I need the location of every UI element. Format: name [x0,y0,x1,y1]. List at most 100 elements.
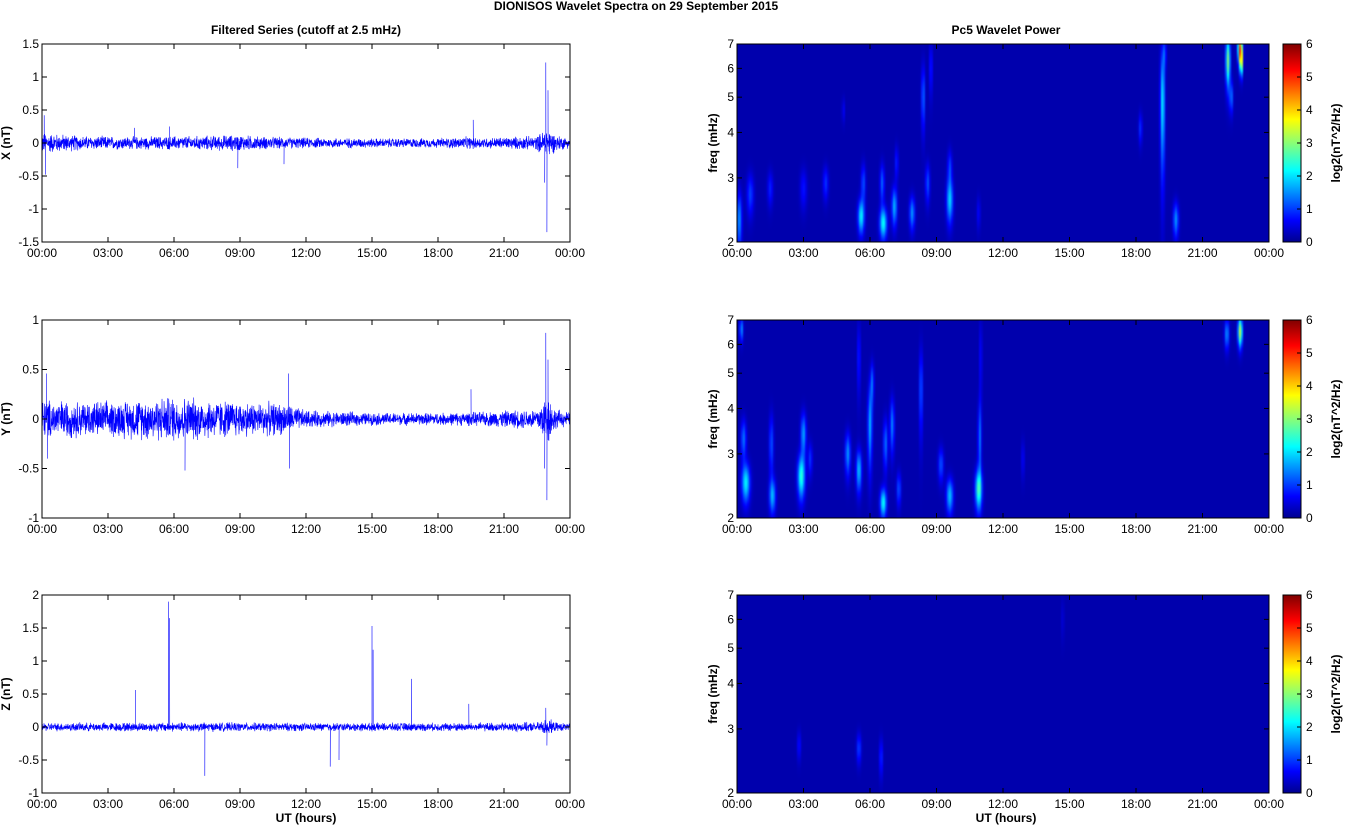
colorbar-label: log2(nT^2/Hz) [1329,654,1343,733]
right-x-axis-label: UT (hours) [976,811,1037,825]
heatmap-panel-x: 2 3 4 5 6 7 00:00 03:00 06:00 09:00 12:00 15:00 18:0… [706,37,1343,260]
colorbar-label: log2(nT^2/Hz) [1329,103,1343,182]
y-tick-label: 1.5 [22,37,39,51]
colorbar-tick-label: 2 [1306,169,1313,183]
x-tick-label: 12:00 [988,522,1018,536]
x-tick-label: 15:00 [357,797,387,811]
series-y-trace [42,332,570,501]
x-tick-label: 06:00 [855,246,885,260]
heatmap-panel-z: 2 3 4 5 6 7 00:00 03:00 06:00 09:00 12:00 15:00 18:0… [706,588,1343,811]
x-tick-label: 15:00 [1054,246,1084,260]
x-tick-label: 12:00 [988,246,1018,260]
x-tick-label: 06:00 [855,522,885,536]
colorbar-tick-label: 4 [1306,379,1313,393]
y-tick-label: 3 [727,171,734,185]
colorbar-tick-label: 0 [1306,786,1313,800]
x-tick-label: 18:00 [1121,522,1151,536]
x-tick-label: 09:00 [225,522,255,536]
y-tick-label: 2 [727,786,734,800]
x-tick-label: 09:00 [225,246,255,260]
x-tick-label: 00:00 [27,246,57,260]
y-axis-label: Z (nT) [0,677,13,710]
x-tick-label: 00:00 [1254,522,1284,536]
series-x-trace [42,62,570,233]
left-x-axis-label: UT (hours) [276,811,337,825]
colorbar-tick-label: 4 [1306,654,1313,668]
y-tick-label: 1.5 [22,621,39,635]
y-axis-label: freq (mHz) [706,113,720,172]
y-axis-label: freq (mHz) [706,389,720,448]
y-tick-label: 7 [727,588,734,602]
x-tick-label: 15:00 [357,522,387,536]
x-tick-label: 21:00 [1187,246,1217,260]
x-tick-label: 06:00 [159,246,189,260]
wavelet-power-image [737,320,1269,518]
x-tick-label: 21:00 [1187,797,1217,811]
y-tick-label: 1 [32,313,39,327]
x-tick-label: 00:00 [555,797,585,811]
x-tick-label: 12:00 [291,522,321,536]
y-tick-label: 7 [727,313,734,327]
x-tick-label: 03:00 [788,797,818,811]
y-axis-label: X (nT) [0,126,13,160]
colorbar-tick-label: 4 [1306,103,1313,117]
colorbar-tick-label: 3 [1306,687,1313,701]
x-tick-label: 00:00 [27,797,57,811]
y-tick-label: 5 [727,366,734,380]
series-z-trace [42,601,570,776]
x-tick-label: 09:00 [921,246,951,260]
figure-title: DIONISOS Wavelet Spectra on 29 September… [494,0,779,13]
x-tick-label: 09:00 [225,797,255,811]
y-tick-label: 6 [727,61,734,75]
x-tick-label: 21:00 [489,522,519,536]
x-tick-label: 06:00 [855,797,885,811]
y-tick-label: -0.5 [18,169,39,183]
x-tick-label: 09:00 [921,522,951,536]
y-tick-label: 1 [32,70,39,84]
x-tick-label: 00:00 [1254,797,1284,811]
x-tick-label: 00:00 [555,522,585,536]
x-tick-label: 18:00 [1121,797,1151,811]
y-tick-label: 6 [727,337,734,351]
x-tick-label: 18:00 [1121,246,1151,260]
wavelet-power-image [737,595,1269,793]
y-tick-label: 3 [727,722,734,736]
colorbar-tick-label: 1 [1306,753,1313,767]
y-tick-label: -0.5 [18,753,39,767]
x-tick-label: 00:00 [722,522,752,536]
line-panel-x: -1.5 -1 -0.5 0 0.5 1 1.5 00:00 03:00 06:00 09:00 12… [0,37,585,260]
colorbar-tick-label: 3 [1306,412,1313,426]
x-tick-label: 00:00 [27,522,57,536]
left-column-title: Filtered Series (cutoff at 2.5 mHz) [211,23,401,37]
y-tick-label: 4 [727,401,734,415]
x-tick-label: 12:00 [291,797,321,811]
y-tick-label: -0.5 [18,462,39,476]
x-tick-label: 06:00 [159,797,189,811]
plot-area [42,595,570,793]
colorbar-tick-label: 1 [1306,478,1313,492]
x-tick-label: 09:00 [921,797,951,811]
x-tick-label: 03:00 [93,797,123,811]
y-tick-label: -1 [28,511,39,525]
x-tick-label: 12:00 [291,246,321,260]
y-axis-label: Y (nT) [0,402,13,436]
x-tick-label: 18:00 [423,522,453,536]
right-column-title: Pc5 Wavelet Power [952,23,1061,37]
x-tick-label: 21:00 [489,246,519,260]
x-tick-label: 21:00 [1187,522,1217,536]
x-tick-label: 12:00 [988,797,1018,811]
x-tick-label: 00:00 [722,246,752,260]
x-tick-label: 15:00 [357,246,387,260]
line-panel-z: -1 -0.5 0 0.5 1 1.5 2 00:00 03:00 06:00 09:00 12:00… [0,588,585,811]
x-tick-label: 03:00 [93,246,123,260]
colorbar-tick-label: 6 [1306,313,1313,327]
x-tick-label: 00:00 [722,797,752,811]
y-tick-label: 7 [727,37,734,51]
y-tick-label: 0 [32,720,39,734]
y-tick-label: 6 [727,612,734,626]
y-tick-label: 3 [727,447,734,461]
colorbar-tick-label: 0 [1306,235,1313,249]
y-tick-label: 1 [32,654,39,668]
y-axis-label: freq (mHz) [706,664,720,723]
